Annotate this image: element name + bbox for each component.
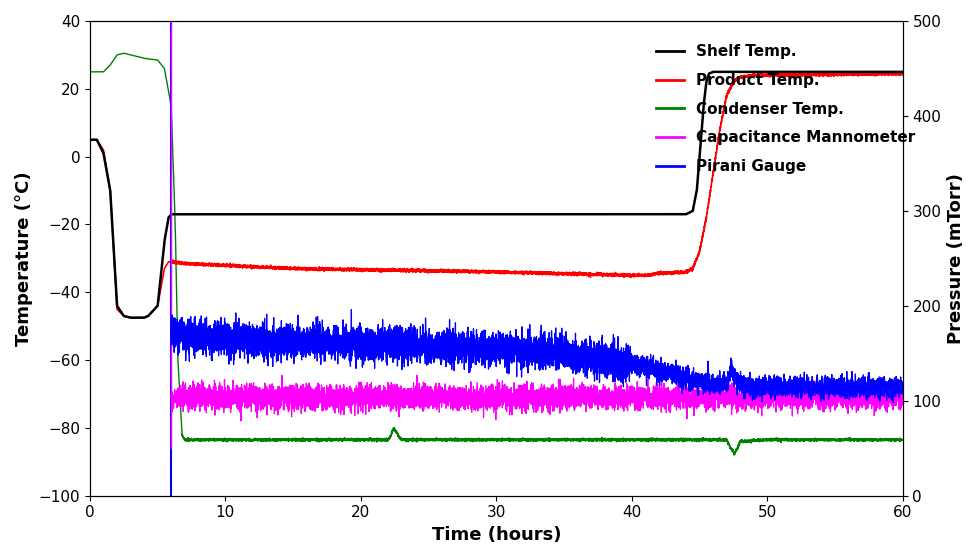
Capacitance Mannometer (897, 398, 908, 405)
Line: Capacitance Mannometer: Capacitance Mannometer (172, 375, 903, 421)
Condenser Temp. (84, 69, 96, 75)
Capacitance Mannometer (482, 400, 494, 406)
Capacitance Mannometer (235, 418, 247, 424)
Product Temp. (581, 272, 593, 279)
Pirani Gauge (802, 378, 813, 385)
Product Temp. (124, 314, 136, 321)
Condenser Temp. (302, 437, 314, 444)
Condenser Temp. (725, 446, 737, 452)
Condenser Temp. (728, 452, 740, 458)
Condenser Temp. (884, 437, 896, 444)
Shelf Temp. (124, 314, 136, 321)
Capacitance Mannometer (802, 395, 813, 402)
Pirani Gauge (660, 368, 671, 375)
Pirani Gauge (621, 353, 633, 359)
Shelf Temp. (84, 136, 96, 143)
Product Temp. (593, 271, 605, 277)
Line: Product Temp.: Product Temp. (90, 72, 903, 318)
Capacitance Mannometer (166, 396, 177, 402)
Condenser Temp. (130, 53, 142, 60)
Pirani Gauge (166, 326, 177, 333)
Pirani Gauge (897, 378, 908, 385)
Pirani Gauge (887, 399, 899, 406)
X-axis label: Time (hours): Time (hours) (431, 526, 562, 544)
Y-axis label: Temperature (°C): Temperature (°C) (15, 171, 33, 345)
Capacitance Mannometer (491, 390, 503, 397)
Condenser Temp. (118, 50, 129, 56)
Capacitance Mannometer (411, 372, 422, 378)
Product Temp. (725, 82, 737, 88)
Shelf Temp. (708, 69, 719, 75)
Pirani Gauge (482, 353, 494, 360)
Line: Pirani Gauge: Pirani Gauge (172, 310, 903, 402)
Capacitance Mannometer (621, 382, 633, 389)
Shelf Temp. (302, 211, 314, 217)
Legend: Shelf Temp., Product Temp., Condenser Temp., Capacitance Mannometer, Pirani Gaug: Shelf Temp., Product Temp., Condenser Te… (651, 38, 921, 181)
Product Temp. (302, 265, 314, 272)
Condenser Temp. (897, 437, 908, 444)
Capacitance Mannometer (863, 390, 875, 397)
Shelf Temp. (593, 211, 605, 217)
Pirani Gauge (491, 356, 503, 363)
Line: Shelf Temp.: Shelf Temp. (90, 72, 903, 318)
Product Temp. (84, 136, 96, 143)
Product Temp. (894, 68, 906, 75)
Shelf Temp. (581, 211, 593, 217)
Pirani Gauge (346, 306, 358, 313)
Shelf Temp. (884, 69, 896, 75)
Condenser Temp. (581, 437, 593, 444)
Shelf Temp. (897, 69, 908, 75)
Product Temp. (883, 70, 895, 77)
Y-axis label: Pressure (mTorr): Pressure (mTorr) (947, 173, 965, 344)
Condenser Temp. (593, 437, 605, 444)
Product Temp. (130, 314, 142, 321)
Line: Condenser Temp.: Condenser Temp. (90, 53, 903, 455)
Shelf Temp. (725, 69, 737, 75)
Pirani Gauge (863, 394, 875, 400)
Shelf Temp. (130, 314, 142, 321)
Capacitance Mannometer (660, 394, 671, 401)
Product Temp. (897, 70, 908, 77)
